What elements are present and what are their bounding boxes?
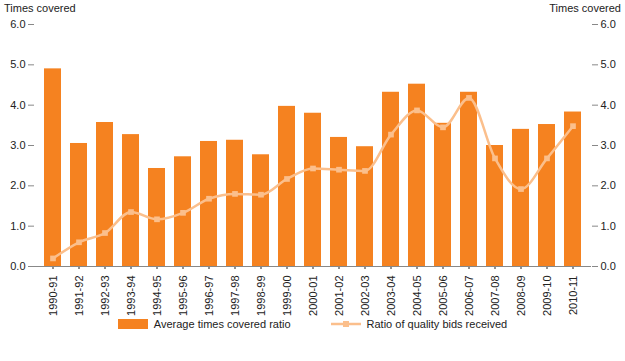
svg-text:2003-04: 2003-04 bbox=[385, 276, 397, 316]
svg-text:2006-07: 2006-07 bbox=[463, 276, 475, 316]
svg-text:2007-08: 2007-08 bbox=[489, 276, 501, 316]
html-text:Times covered: Times covered bbox=[549, 2, 621, 14]
svg-text:1.0: 1.0 bbox=[10, 220, 25, 232]
svg-text:2002-03: 2002-03 bbox=[359, 276, 371, 316]
svg-text:0.0: 0.0 bbox=[10, 260, 25, 272]
svg-text:4.0: 4.0 bbox=[10, 99, 25, 111]
svg-text:1996-97: 1996-97 bbox=[203, 276, 215, 316]
svg-text:1994-95: 1994-95 bbox=[151, 276, 163, 316]
svg-text:2004-05: 2004-05 bbox=[411, 276, 423, 316]
svg-text:2.0: 2.0 bbox=[601, 179, 616, 191]
svg-text:2001-02: 2001-02 bbox=[333, 276, 345, 316]
svg-text:0.0: 0.0 bbox=[601, 260, 616, 272]
svg-text:1991-92: 1991-92 bbox=[73, 276, 85, 316]
svg-text:1997-98: 1997-98 bbox=[229, 276, 241, 316]
svg-text:6.0: 6.0 bbox=[601, 18, 616, 30]
html-text:Average times covered ratio: Average times covered ratio bbox=[153, 318, 291, 330]
svg-text:1995-96: 1995-96 bbox=[177, 276, 189, 316]
html-text:Times covered: Times covered bbox=[4, 2, 76, 14]
svg-text:2005-06: 2005-06 bbox=[437, 276, 449, 316]
html-text:Ratio of quality bids received: Ratio of quality bids received bbox=[366, 318, 508, 330]
svg-text:1990-91: 1990-91 bbox=[47, 276, 59, 316]
svg-text:2.0: 2.0 bbox=[10, 179, 25, 191]
svg-text:1.0: 1.0 bbox=[601, 220, 616, 232]
svg-text:1999-00: 1999-00 bbox=[281, 276, 293, 316]
svg-text:2000-01: 2000-01 bbox=[307, 276, 319, 316]
svg-text:3.0: 3.0 bbox=[10, 139, 25, 151]
svg-text:3.0: 3.0 bbox=[601, 139, 616, 151]
svg-text:6.0: 6.0 bbox=[10, 18, 25, 30]
svg-text:2010-11: 2010-11 bbox=[567, 276, 579, 316]
svg-text:1993-94: 1993-94 bbox=[125, 276, 137, 316]
svg-text:1998-99: 1998-99 bbox=[255, 276, 267, 316]
svg-text:4.0: 4.0 bbox=[601, 99, 616, 111]
svg-text:5.0: 5.0 bbox=[601, 58, 616, 70]
svg-text:5.0: 5.0 bbox=[10, 58, 25, 70]
svg-text:1992-93: 1992-93 bbox=[99, 276, 111, 316]
svg-text:2009-10: 2009-10 bbox=[541, 276, 553, 316]
svg-text:2008-09: 2008-09 bbox=[515, 276, 527, 316]
